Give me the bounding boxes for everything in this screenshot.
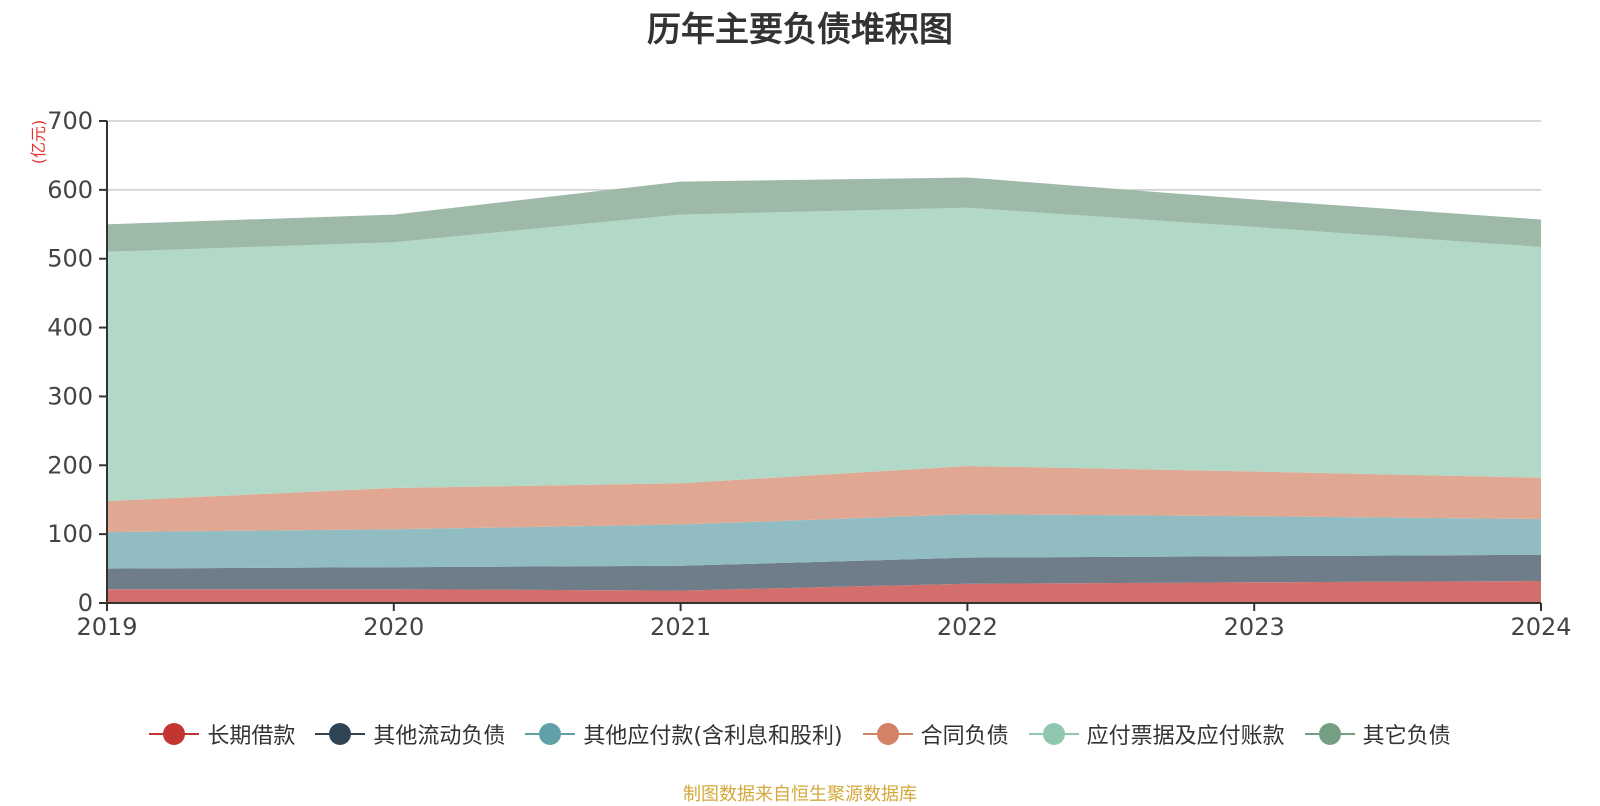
legend-label: 其他流动负债 — [373, 724, 506, 749]
y-tick-label: 400 — [47, 314, 93, 342]
x-tick-label: 2024 — [1510, 613, 1571, 641]
series-area-应付票据及应付账款 — [107, 207, 1541, 502]
legend-item[interactable]: 合同负债 — [862, 718, 1009, 750]
legend-label: 应付票据及应付账款 — [1086, 724, 1285, 749]
series-area-其它负债 — [107, 177, 1541, 252]
legend-label: 合同负债 — [920, 724, 1009, 749]
legend-label: 其他应付款(含利息和股利) — [583, 724, 843, 749]
y-tick-label: 200 — [47, 451, 93, 479]
x-tick-label: 2021 — [650, 613, 711, 641]
series-area-其他应付款(含利息和股利) — [107, 514, 1541, 569]
legend-marker-icon — [149, 722, 200, 746]
legend-marker-icon — [1028, 722, 1079, 746]
x-tick-label: 2023 — [1224, 613, 1285, 641]
series-area-其他流动负债 — [107, 554, 1541, 591]
legend-item[interactable]: 应付票据及应付账款 — [1028, 718, 1285, 750]
y-tick-label: 500 — [47, 245, 93, 273]
chart-title: 历年主要负债堆积图 — [647, 10, 953, 50]
legend-item[interactable]: 长期借款 — [149, 718, 295, 750]
y-tick-label: 300 — [47, 382, 93, 410]
legend-marker-icon — [315, 722, 366, 746]
legend-marker-icon — [1304, 722, 1355, 746]
y-tick-label: 700 — [47, 107, 93, 135]
y-tick-label: 100 — [47, 520, 93, 548]
x-tick-label: 2019 — [76, 613, 137, 641]
y-axis-unit-label: (亿元) — [29, 120, 48, 165]
legend: 长期借款 其他流动负债 其他应付款(含利息和股利) 合同负债 应付票据及应付账款 其它负债 — [0, 718, 1600, 750]
x-tick-label: 2022 — [937, 613, 998, 641]
area-series — [107, 177, 1541, 603]
legend-marker-icon — [862, 722, 913, 746]
x-tick-label: 2020 — [363, 613, 424, 641]
legend-label: 其它负债 — [1362, 724, 1451, 749]
axes: 0 100 200 300 400 500 600 700 2019 2020 2021 2022 20… — [47, 107, 1571, 641]
legend-marker-icon — [525, 722, 576, 746]
legend-item[interactable]: 其他流动负债 — [315, 718, 505, 750]
series-area-合同负债 — [107, 466, 1541, 533]
legend-label: 长期借款 — [207, 724, 296, 749]
source-note: 制图数据来自恒生聚源数据库 — [683, 784, 917, 805]
series-area-长期借款 — [107, 581, 1541, 603]
y-tick-label: 0 — [78, 589, 93, 617]
y-tick-label: 600 — [47, 176, 93, 204]
legend-item[interactable]: 其他应付款(含利息和股利) — [525, 718, 843, 750]
legend-item[interactable]: 其它负债 — [1304, 718, 1451, 750]
